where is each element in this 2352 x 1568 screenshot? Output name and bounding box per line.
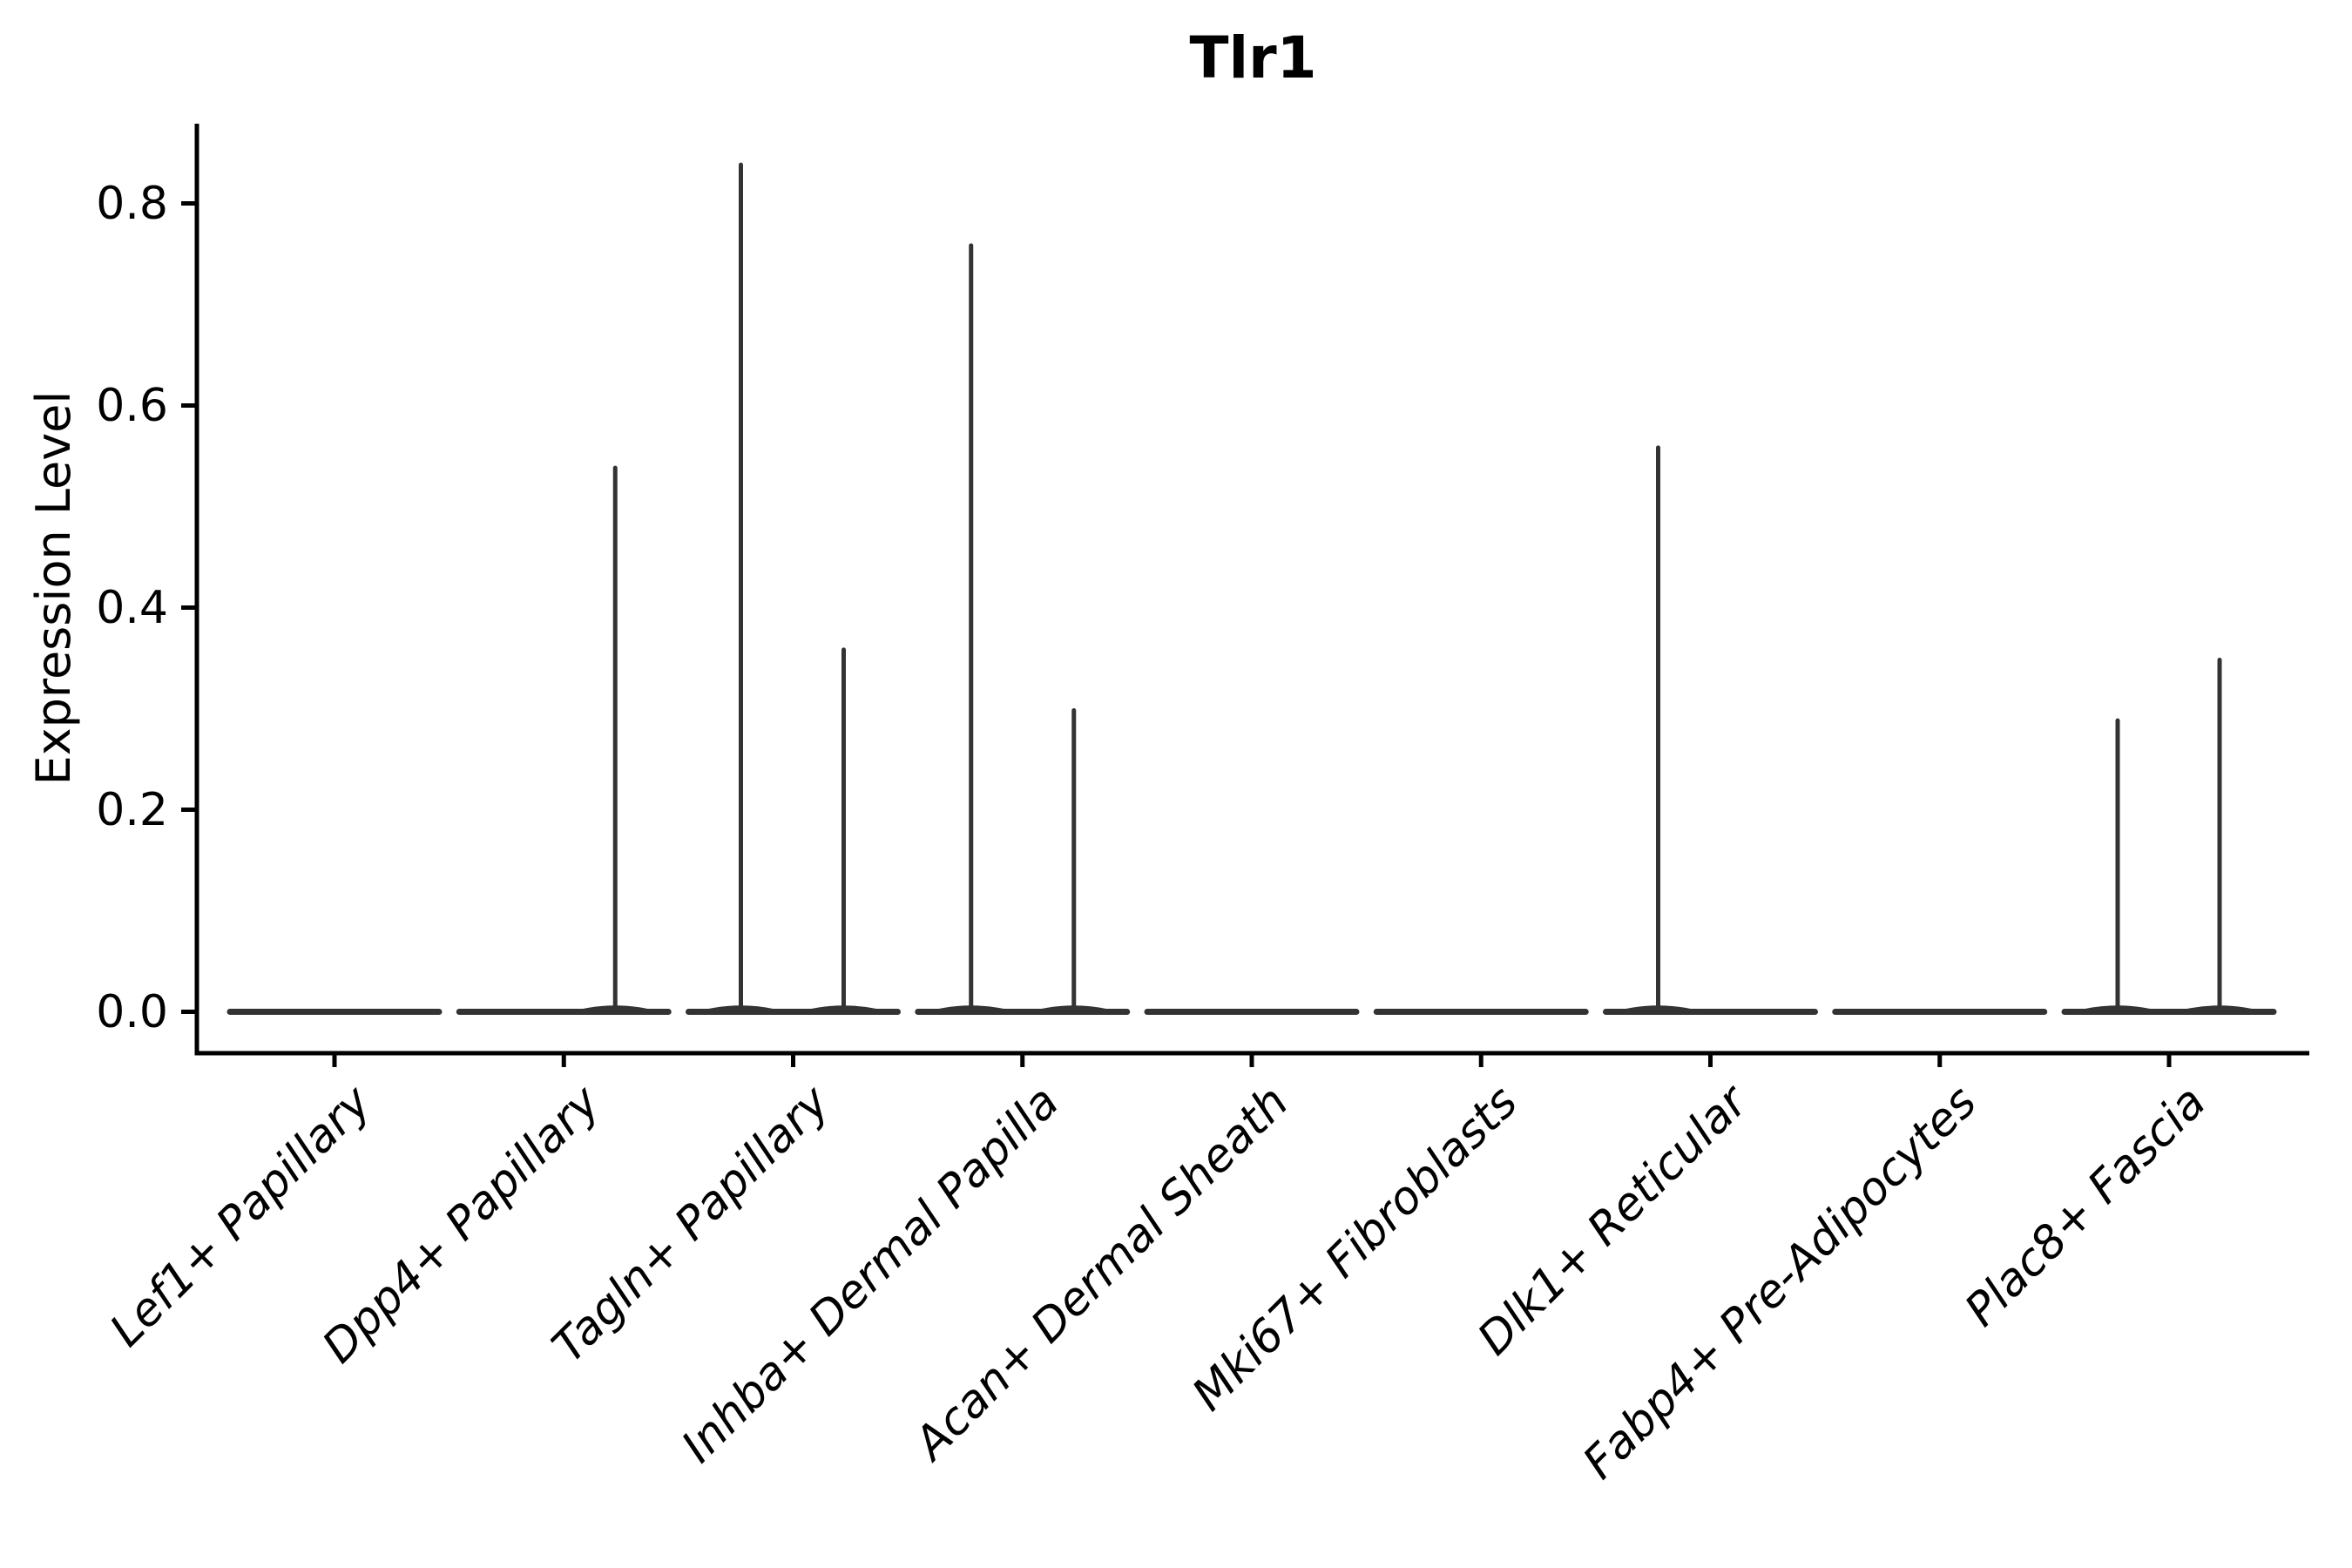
y-tick-label: 0.6 (96, 379, 168, 432)
axes-spines (194, 124, 2309, 1056)
y-tick-label: 0.4 (96, 581, 168, 634)
y-tick-label: 0.8 (96, 177, 168, 230)
y-tick-label: 0.0 (96, 985, 168, 1038)
chart-title: Tlr1 (1189, 24, 1317, 91)
y-tick-label: 0.2 (96, 783, 168, 836)
